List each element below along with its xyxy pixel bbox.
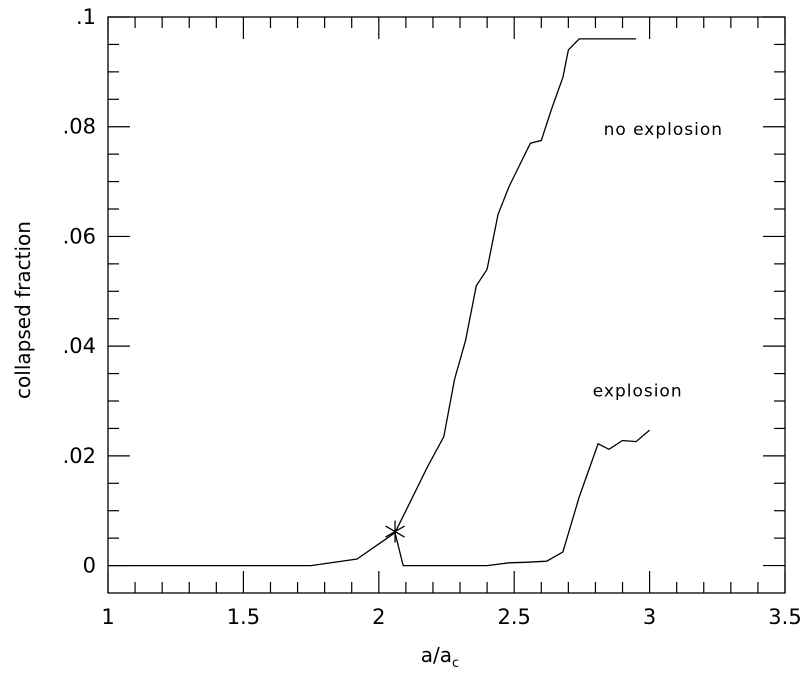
x-axis-title-main: a/a	[421, 643, 452, 667]
annotation-label: no explosion	[604, 120, 723, 140]
x-tick-label: 2.5	[497, 605, 530, 629]
star-marker-stroke	[385, 525, 405, 538]
annotation-label: explosion	[593, 382, 683, 402]
y-tick-label: .1	[76, 5, 96, 29]
plot-frame-rect	[107, 16, 786, 594]
y-tick-label: 0	[83, 554, 96, 578]
annotations: no explosion explosion	[593, 120, 723, 402]
y-tick-label: .04	[63, 334, 96, 358]
y-tick-label: .02	[63, 444, 96, 468]
axis-ticks	[107, 16, 786, 593]
x-axis-title: a/ac	[421, 643, 459, 671]
y-tick-labels: 0 .02 .04 .06 .08 .1	[63, 5, 96, 578]
x-tick-label: 1.5	[227, 605, 260, 629]
x-tick-label: 3	[643, 605, 656, 629]
y-axis-title: collapsed fraction	[11, 221, 35, 399]
x-tick-label: 1	[101, 605, 114, 629]
y-tick-label: .08	[63, 115, 96, 139]
star-marker	[385, 520, 405, 543]
y-tick-label: .06	[63, 224, 96, 248]
x-tick-labels: 1 1.5 2 2.5 3 3.5	[101, 605, 801, 629]
x-tick-label: 2	[372, 605, 385, 629]
series-line-1	[108, 38, 637, 567]
series-line-2	[394, 429, 651, 567]
x-axis-title-subscript: c	[452, 656, 459, 671]
series-lines	[108, 38, 651, 567]
x-tick-label: 3.5	[768, 605, 801, 629]
plot-frame	[107, 16, 786, 594]
